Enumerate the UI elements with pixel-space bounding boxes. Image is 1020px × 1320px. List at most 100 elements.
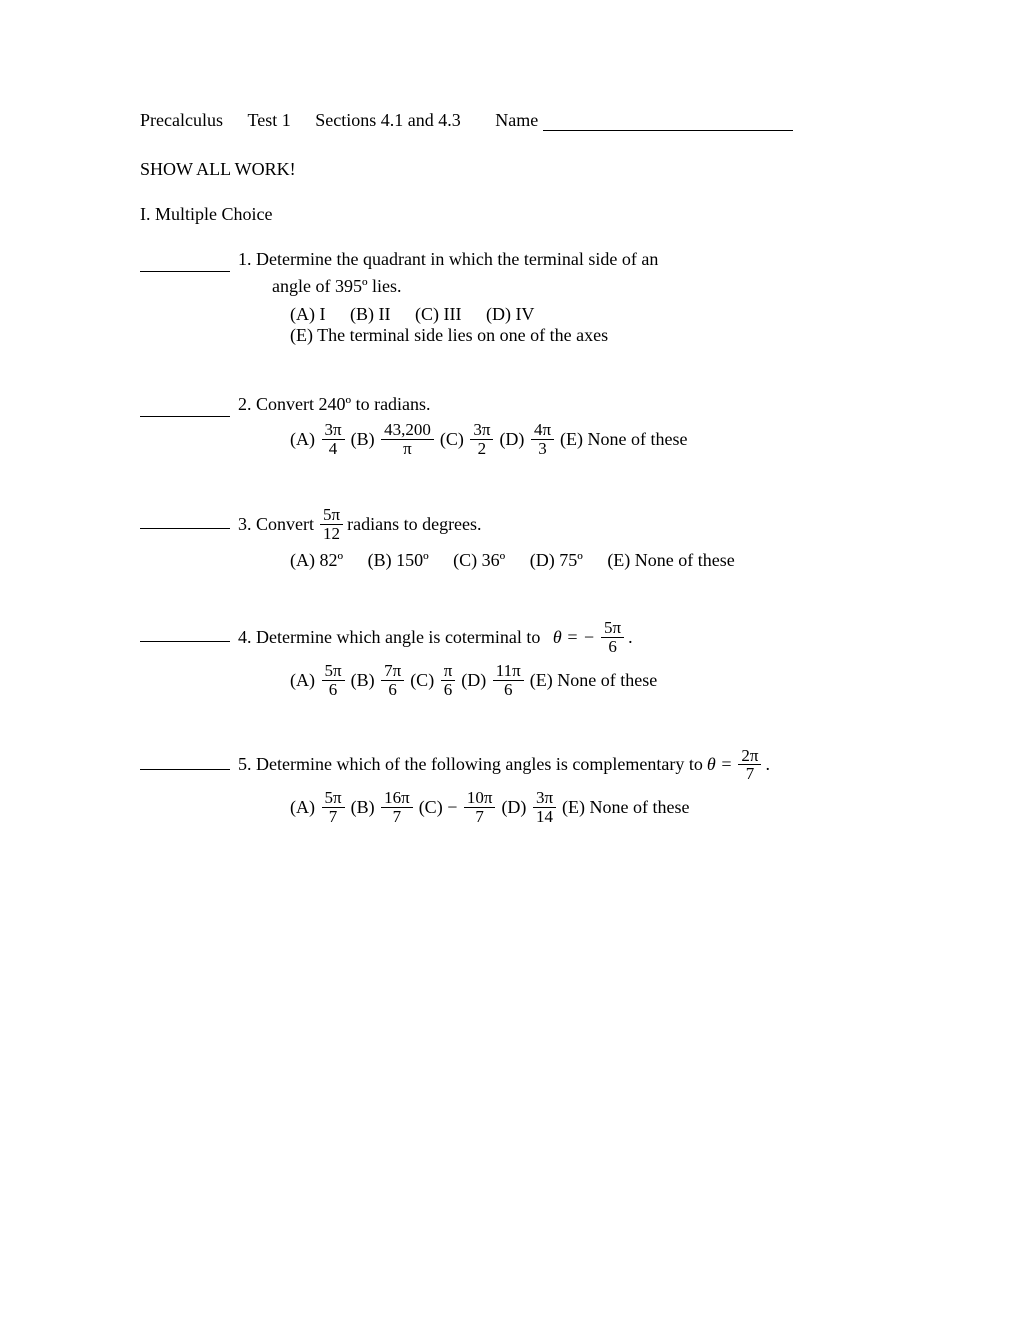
- stem-before: 4. Determine which angle is coterminal t…: [238, 627, 540, 648]
- numerator: 11π: [493, 662, 524, 680]
- numerator: 10π: [464, 789, 496, 807]
- section-heading: I. Multiple Choice: [140, 204, 880, 225]
- option-label: (B): [351, 670, 375, 690]
- negative-sign: −: [447, 797, 457, 817]
- fraction: 5π 6: [322, 662, 345, 699]
- options-row: (A) 5π 7 (B) 16π 7 (C) −: [238, 789, 880, 826]
- answer-blank: [140, 253, 230, 272]
- numerator: 4π: [531, 421, 554, 439]
- option-a: (A) 5π 7: [290, 789, 347, 826]
- fraction: 7π 6: [381, 662, 404, 699]
- numerator: 2π: [738, 747, 761, 765]
- stem-before: 3. Convert: [238, 514, 314, 535]
- question-stem: 3. Convert 5π 12 radians to degrees.: [238, 506, 880, 543]
- theta-equals: θ = −: [553, 627, 595, 648]
- option-e-row: (E) The terminal side lies on one of the…: [238, 325, 880, 346]
- numerator: 16π: [381, 789, 413, 807]
- option-label: (B): [351, 797, 375, 817]
- denominator: 6: [381, 680, 404, 699]
- answer-blank: [140, 751, 230, 770]
- fraction: 16π 7: [381, 789, 413, 826]
- fraction: 10π 7: [464, 789, 496, 826]
- options-row: (A) 5π 6 (B) 7π 6 (C) π: [238, 662, 880, 699]
- fraction: 5π 6: [601, 619, 624, 656]
- answer-blank: [140, 510, 230, 529]
- denominator: π: [381, 439, 434, 458]
- option-c: (C) π 6: [410, 662, 457, 699]
- option-label: (D): [501, 797, 526, 817]
- fraction: 3π 14: [533, 789, 556, 826]
- test-number: Test 1: [247, 110, 290, 131]
- option-a: (A) 82º: [290, 550, 343, 571]
- fraction: π 6: [441, 662, 456, 699]
- option-e: (E) The terminal side lies on one of the…: [290, 325, 608, 345]
- numerator: 7π: [381, 662, 404, 680]
- question-body: 4. Determine which angle is coterminal t…: [238, 619, 880, 698]
- question-body: 3. Convert 5π 12 radians to degrees. (A)…: [238, 506, 880, 571]
- course-name: Precalculus: [140, 110, 223, 131]
- options-row: (A) 82º (B) 150º (C) 36º (D) 75º (E) Non…: [238, 549, 880, 571]
- fraction: 2π 7: [738, 747, 761, 784]
- numerator: 5π: [601, 619, 624, 637]
- option-e: (E) None of these: [560, 429, 687, 450]
- numerator: 3π: [470, 421, 493, 439]
- answer-blank: [140, 398, 230, 417]
- denominator: 7: [464, 807, 496, 826]
- option-label: (A): [290, 670, 315, 690]
- option-a: (A) 5π 6: [290, 662, 347, 699]
- fraction: 4π 3: [531, 421, 554, 458]
- answer-blank: [140, 623, 230, 642]
- question-2: 2. Convert 240º to radians. (A) 3π 4 (B)…: [140, 394, 880, 458]
- option-b: (B) 43,200 π: [351, 421, 436, 458]
- denominator: 7: [738, 764, 761, 783]
- option-label: (A): [290, 429, 315, 449]
- question-body: 2. Convert 240º to radians. (A) 3π 4 (B)…: [238, 394, 880, 458]
- question-4: 4. Determine which angle is coterminal t…: [140, 619, 880, 698]
- option-label: (C): [419, 797, 443, 817]
- numerator: 5π: [320, 506, 343, 524]
- name-label: Name: [495, 110, 538, 131]
- name-blank-line: [543, 130, 793, 131]
- question-stem: 2. Convert 240º to radians.: [238, 394, 880, 415]
- option-b: (B) II: [350, 304, 390, 325]
- option-c: (C) 3π 2: [440, 421, 496, 458]
- option-d: (D) 4π 3: [499, 421, 556, 458]
- denominator: 12: [320, 524, 343, 543]
- option-label: (D): [461, 670, 486, 690]
- sections-covered: Sections 4.1 and 4.3: [315, 110, 461, 131]
- option-e: (E) None of these: [562, 797, 689, 818]
- option-label: (D): [499, 429, 524, 449]
- stem-after: radians to degrees.: [347, 514, 481, 535]
- question-body: 1. Determine the quadrant in which the t…: [238, 249, 880, 346]
- question-stem-line1: 1. Determine the quadrant in which the t…: [238, 249, 880, 270]
- numerator: 5π: [322, 662, 345, 680]
- fraction: 5π 7: [322, 789, 345, 826]
- numerator: π: [441, 662, 456, 680]
- fraction: 5π 12: [320, 506, 343, 543]
- denominator: 3: [531, 439, 554, 458]
- option-a: (A) I: [290, 304, 325, 325]
- denominator: 6: [441, 680, 456, 699]
- period: .: [765, 754, 770, 775]
- fraction: 11π 6: [493, 662, 524, 699]
- option-label: (C): [410, 670, 434, 690]
- numerator: 5π: [322, 789, 345, 807]
- option-b: (B) 150º: [368, 550, 429, 571]
- option-d: (D) 3π 14: [501, 789, 558, 826]
- denominator: 14: [533, 807, 556, 826]
- option-c: (C) III: [415, 304, 461, 325]
- option-b: (B) 16π 7: [351, 789, 415, 826]
- test-header: Precalculus Test 1 Sections 4.1 and 4.3 …: [140, 110, 880, 131]
- fraction: 3π 4: [322, 421, 345, 458]
- option-d: (D) IV: [486, 304, 534, 325]
- options-row: (A) I (B) II (C) III (D) IV: [238, 303, 880, 325]
- numerator: 43,200: [381, 421, 434, 439]
- numerator: 3π: [322, 421, 345, 439]
- denominator: 7: [381, 807, 413, 826]
- question-1: 1. Determine the quadrant in which the t…: [140, 249, 880, 346]
- option-d: (D) 75º: [530, 550, 583, 571]
- question-body: 5. Determine which of the following angl…: [238, 747, 880, 826]
- option-b: (B) 7π 6: [351, 662, 407, 699]
- theta-equals: θ =: [707, 754, 733, 775]
- show-work-instruction: SHOW ALL WORK!: [140, 159, 880, 180]
